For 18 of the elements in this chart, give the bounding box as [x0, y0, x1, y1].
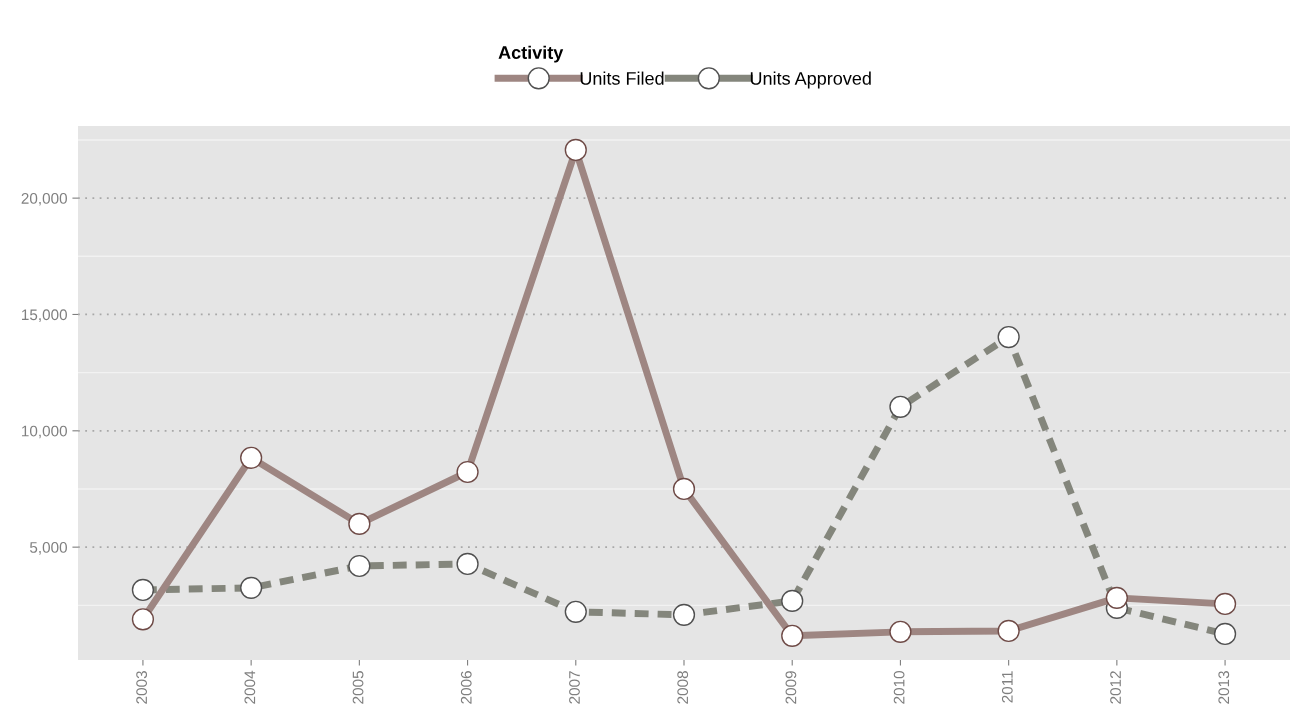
x-tick-label: 2005 [352, 671, 364, 704]
y-tick-label: 15,000 [22, 309, 67, 322]
x-tick-label: 2010 [893, 671, 905, 704]
x-tick-label: 2012 [1110, 671, 1121, 704]
y-tick-label: 10,000 [22, 425, 67, 439]
x-tick-label: 2009 [785, 671, 797, 704]
y-tick-label: 20,000 [21, 193, 67, 206]
x-tick-label: 2006 [460, 671, 472, 704]
x-tick-label: 2011 [1001, 671, 1013, 703]
y-tick-label: 5,000 [29, 542, 67, 555]
x-tick-label: 2008 [677, 671, 689, 704]
x-tick-label: 2003 [136, 671, 148, 704]
x-tick-label: 2004 [244, 670, 256, 704]
legend-label: Units Approved [750, 71, 871, 89]
x-tick-label: 2013 [1218, 671, 1230, 704]
legend-label: Units Filed [580, 71, 664, 85]
legend-title: Activity [498, 45, 564, 63]
x-tick-label: 2007 [569, 671, 580, 704]
